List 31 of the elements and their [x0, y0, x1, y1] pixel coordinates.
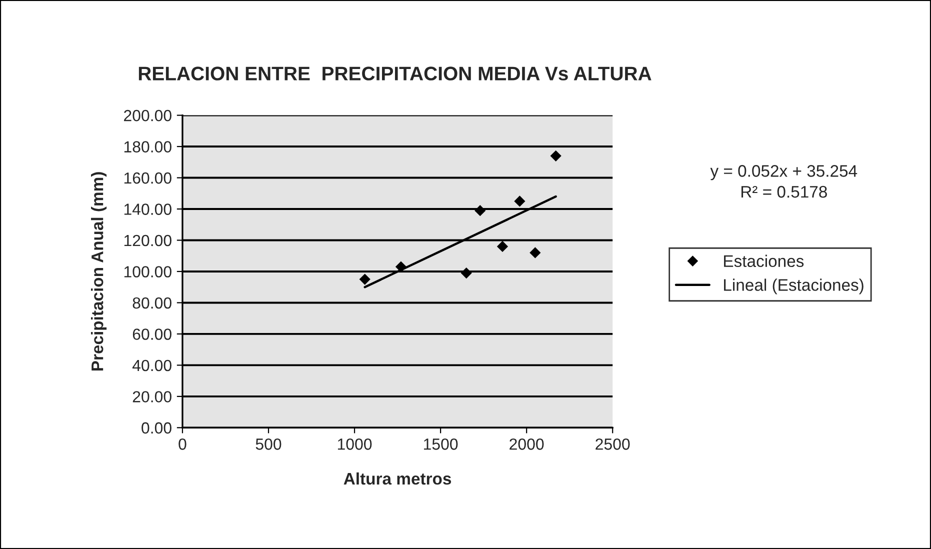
chart-title: RELACION ENTRE PRECIPITACION MEDIA Vs ALTURA: [138, 66, 652, 80]
x-tick-label: 2500: [596, 438, 630, 450]
y-tick-label: 160.00: [124, 172, 172, 184]
text: y = 0.052x + 35.254: [710, 165, 858, 180]
y-tick-label: 60.00: [132, 328, 172, 340]
legend-label: Lineal (Estaciones): [724, 278, 864, 294]
x-axis-title: Altura metros: [344, 472, 452, 485]
point: [514, 196, 526, 207]
y-tick-label: 40.00: [132, 360, 172, 372]
point: [530, 247, 541, 258]
point: [550, 150, 562, 162]
y-tick-label: 80.00: [132, 297, 172, 309]
x-tick-label: 2000: [510, 438, 544, 450]
x-tick-label: 0: [178, 438, 186, 450]
x-tick-label: 500: [256, 438, 282, 450]
y-tick-label: 100.00: [124, 266, 172, 278]
y-tick-label: 200.00: [124, 110, 172, 122]
x-tick-label: 1500: [424, 438, 458, 450]
y-axis-title: Precipitacion Anual (mm): [91, 172, 107, 371]
y-tick-label: 120.00: [124, 234, 172, 246]
point: [474, 205, 486, 216]
y-tick-label: 180.00: [124, 141, 172, 152]
x-tick-label: 1000: [338, 438, 372, 450]
y-tick-label: 140.00: [124, 204, 172, 215]
point: [359, 274, 370, 285]
legend-label: Estaciones: [724, 254, 804, 268]
y-tick-label: 20.00: [132, 391, 172, 402]
point: [496, 240, 508, 252]
y-tick-label: 0.00: [142, 422, 172, 434]
point: [460, 267, 472, 279]
text: R² = 0.5178: [741, 186, 827, 198]
